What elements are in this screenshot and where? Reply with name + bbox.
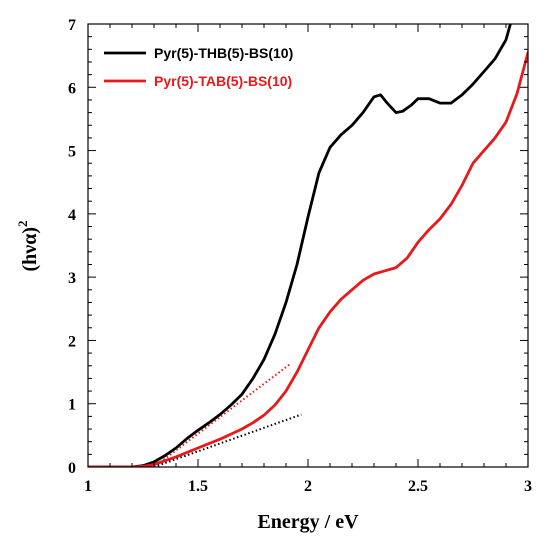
y-tick-label: 0 (68, 460, 76, 477)
x-tick-label: 1.5 (188, 478, 208, 495)
tangent-line-3 (153, 413, 302, 467)
y-axis-label: (hνα)2 (15, 220, 41, 271)
x-axis-label: Energy / eV (257, 511, 359, 533)
y-axis-label-superscript: 2 (15, 220, 30, 227)
y-tick-label: 2 (68, 333, 76, 350)
legend: Pyr(5)-THB(5)-BS(10) Pyr(5)-TAB(5)-BS(10) (104, 45, 293, 89)
tangent-line-2 (153, 363, 292, 467)
y-tick-label: 6 (68, 80, 76, 97)
y-tick-label: 7 (68, 17, 76, 34)
legend-label-1: Pyr(5)-TAB(5)-BS(10) (154, 73, 292, 89)
x-tick-label: 3 (524, 478, 532, 495)
series-line-1 (88, 51, 528, 467)
y-tick-label: 1 (68, 397, 76, 414)
series-line-0 (88, 24, 512, 467)
series-layer (88, 24, 528, 467)
x-tick-label: 1 (84, 478, 92, 495)
x-tick-label: 2 (304, 478, 312, 495)
plot-frame (87, 23, 529, 468)
x-tick-label: 2.5 (408, 478, 428, 495)
y-tick-label: 4 (68, 207, 76, 224)
y-tick-label: 5 (68, 144, 76, 161)
legend-label-0: Pyr(5)-THB(5)-BS(10) (154, 45, 293, 61)
y-axis-label-group: (hνα)2 (15, 220, 41, 271)
y-tick-label: 3 (68, 270, 76, 287)
y-axis-label-main: (hνα) (19, 227, 41, 272)
